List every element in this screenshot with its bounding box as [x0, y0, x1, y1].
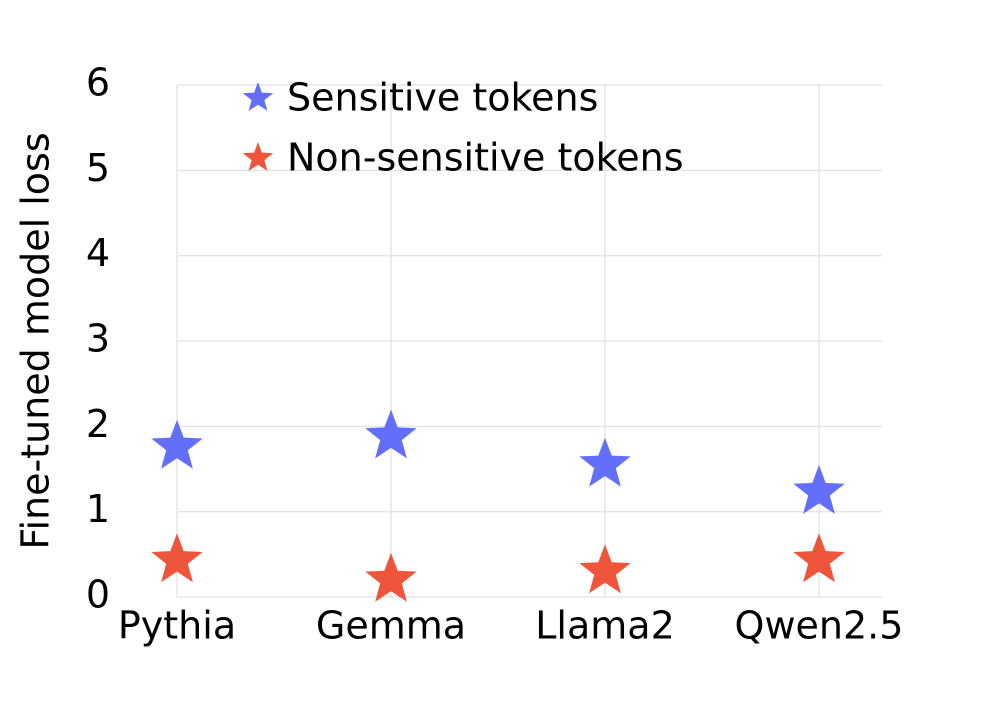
y-tick-label: 0 — [86, 573, 110, 617]
legend-label: Non-sensitive tokens — [287, 136, 684, 180]
star-marker — [365, 409, 417, 459]
x-tick-label: Qwen2.5 — [735, 604, 904, 648]
star-marker — [793, 533, 845, 583]
star-marker — [793, 465, 845, 514]
legend-marker — [242, 82, 274, 111]
star-marker — [151, 533, 203, 583]
x-tick-label: Llama2 — [535, 604, 675, 648]
y-tick-label: 2 — [86, 402, 110, 446]
y-axis-label: Fine-tuned model loss — [14, 132, 58, 549]
legend-marker — [242, 142, 274, 171]
y-tick-label: 1 — [86, 487, 110, 531]
star-marker — [579, 437, 631, 487]
y-tick-label: 5 — [86, 146, 110, 190]
y-tick-label: 3 — [86, 317, 110, 361]
star-marker — [365, 552, 417, 602]
x-tick-label: Gemma — [316, 604, 466, 648]
y-tick-label: 4 — [86, 231, 110, 275]
legend-label: Sensitive tokens — [287, 76, 598, 120]
y-tick-label: 6 — [86, 61, 110, 105]
star-marker — [151, 419, 203, 469]
x-tick-label: Pythia — [118, 604, 236, 648]
star-marker — [579, 544, 631, 594]
